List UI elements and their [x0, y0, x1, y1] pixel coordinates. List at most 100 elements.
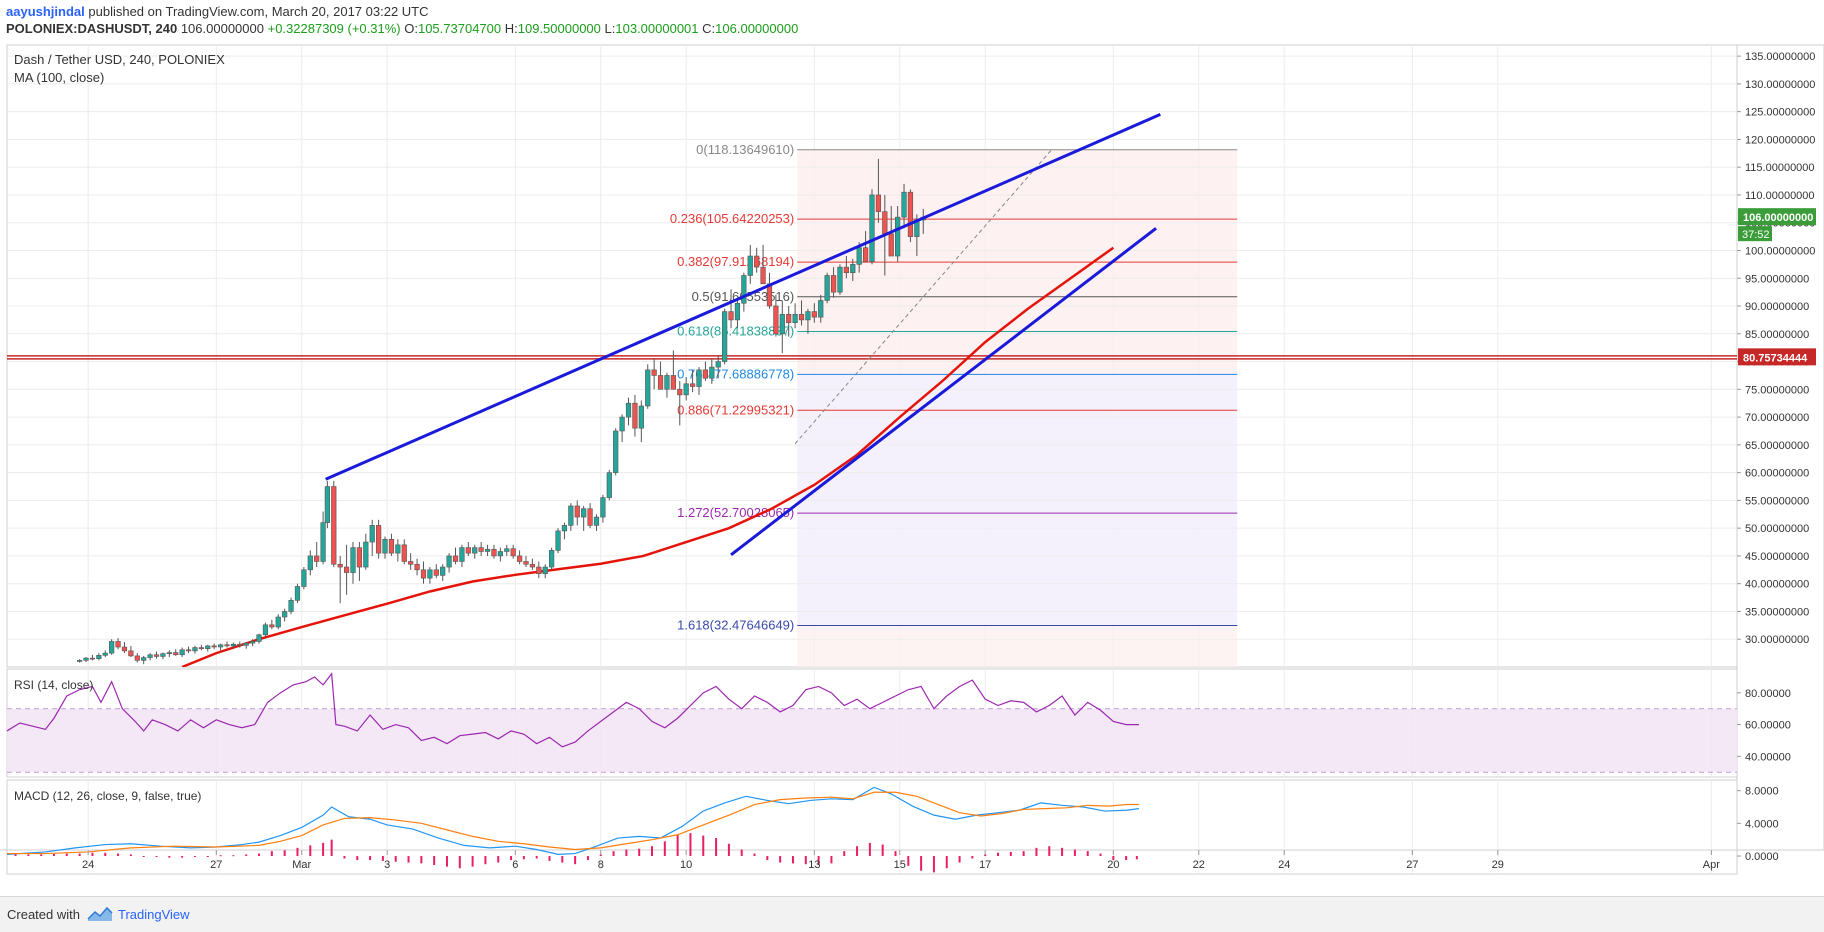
candle-down[interactable]: [128, 650, 134, 657]
candle-down[interactable]: [408, 561, 414, 565]
candle-up[interactable]: [497, 551, 503, 557]
time-tick-label[interactable]: 6: [512, 859, 518, 871]
candle-down[interactable]: [651, 369, 657, 376]
price-tick-label[interactable]: 30.00000000: [1745, 634, 1809, 646]
candle-down[interactable]: [452, 555, 459, 562]
candle-up[interactable]: [593, 516, 600, 526]
time-axis[interactable]: 24 27 Mar 3 6 8 10 13 15 17 20 22 24 27 29 Apr 30.000000…: [82, 51, 1816, 871]
candle-up[interactable]: [83, 657, 89, 661]
candle-down[interactable]: [677, 389, 683, 396]
candle-down[interactable]: [632, 402, 638, 429]
candle-up[interactable]: [147, 654, 153, 658]
candle-up[interactable]: [301, 569, 307, 587]
candle-up[interactable]: [722, 311, 728, 362]
price-tick-label[interactable]: 130.00000000: [1745, 79, 1815, 91]
candle-down[interactable]: [843, 266, 849, 273]
candle-up[interactable]: [307, 555, 313, 571]
candle-down[interactable]: [478, 547, 484, 552]
tradingview-brand-link[interactable]: TradingView: [118, 907, 190, 922]
candle-up[interactable]: [141, 657, 147, 661]
candle-up[interactable]: [395, 544, 401, 554]
price-tick-label[interactable]: 120.00000000: [1745, 134, 1815, 146]
candle-down[interactable]: [798, 314, 805, 321]
candle-up[interactable]: [288, 600, 294, 612]
price-tick-label[interactable]: 65.00000000: [1745, 440, 1809, 452]
candle-down[interactable]: [343, 566, 350, 573]
candle-down[interactable]: [491, 548, 497, 557]
price-tick-label[interactable]: 35.00000000: [1745, 606, 1809, 618]
candle-down[interactable]: [702, 369, 709, 379]
candle-up[interactable]: [217, 644, 224, 648]
price-tick-label[interactable]: 135.00000000: [1745, 51, 1815, 63]
candle-up[interactable]: [262, 624, 269, 636]
price-tick-label[interactable]: 95.00000000: [1745, 273, 1809, 285]
price-tick-label[interactable]: 45.00000000: [1745, 551, 1809, 563]
candle-down[interactable]: [433, 569, 439, 576]
candle-down[interactable]: [510, 548, 516, 557]
candle-up[interactable]: [696, 369, 702, 387]
candle-up[interactable]: [102, 652, 108, 656]
candle-up[interactable]: [818, 300, 824, 318]
time-tick-label[interactable]: 27: [210, 859, 222, 871]
macd-signal-line[interactable]: [7, 791, 1139, 855]
time-tick-label[interactable]: 17: [979, 859, 991, 871]
time-tick-label[interactable]: 3: [384, 859, 390, 871]
candle-down[interactable]: [728, 311, 734, 321]
candle-up[interactable]: [625, 402, 632, 418]
candle-up[interactable]: [850, 264, 856, 273]
candle-down[interactable]: [670, 375, 676, 390]
macd-pane[interactable]: [6, 786, 1140, 873]
candle-up[interactable]: [230, 643, 237, 647]
price-tick-label[interactable]: 50.00000000: [1745, 523, 1809, 535]
candle-up[interactable]: [160, 653, 166, 657]
candle-up[interactable]: [363, 541, 369, 568]
price-tick-label[interactable]: 125.00000000: [1745, 107, 1815, 119]
price-tick-label[interactable]: 115.00000000: [1745, 162, 1815, 174]
candle-down[interactable]: [237, 643, 243, 646]
candle-up[interactable]: [600, 497, 606, 518]
chart-canvas[interactable]: 0(118.13649610) 0.236(105.64220253) 0.382(…: [0, 0, 1824, 896]
candle-up[interactable]: [459, 547, 465, 562]
candle-down[interactable]: [529, 563, 536, 568]
time-tick-label[interactable]: 10: [680, 859, 692, 871]
price-tick-label[interactable]: 55.00000000: [1745, 495, 1809, 507]
fib-anchor-line[interactable]: [794, 149, 1052, 445]
time-tick-label[interactable]: 13: [808, 859, 820, 871]
candle-up[interactable]: [549, 550, 555, 568]
candle-down[interactable]: [875, 194, 882, 212]
main-price-pane[interactable]: 0(118.13649610) 0.236(105.64220253) 0.382(…: [7, 55, 1737, 667]
candle-up[interactable]: [856, 247, 862, 265]
candle-up[interactable]: [324, 486, 330, 523]
author-link[interactable]: aayushjindal: [6, 4, 85, 19]
candle-down[interactable]: [773, 305, 779, 335]
channel-upper-trendline[interactable]: [325, 113, 1161, 481]
candle-down[interactable]: [811, 311, 817, 318]
candle-down[interactable]: [314, 555, 320, 562]
candle-up[interactable]: [294, 586, 301, 601]
time-tick-label[interactable]: Apr: [1703, 859, 1720, 871]
candle-down[interactable]: [331, 486, 337, 565]
time-tick-label[interactable]: 22: [1193, 859, 1205, 871]
candle-up[interactable]: [805, 311, 811, 321]
rsi-title[interactable]: RSI (14, close): [14, 678, 93, 692]
candle-up[interactable]: [166, 652, 172, 654]
candle-down[interactable]: [185, 649, 192, 652]
candle-up[interactable]: [895, 216, 901, 257]
candle-up[interactable]: [734, 302, 741, 321]
candle-up[interactable]: [192, 647, 198, 652]
candle-down[interactable]: [420, 569, 427, 579]
rsi-line[interactable]: [6, 672, 1139, 748]
candle-up[interactable]: [555, 530, 561, 551]
candle-up[interactable]: [256, 634, 262, 642]
price-tick-label[interactable]: 85.00000000: [1745, 329, 1809, 341]
ma-indicator-label[interactable]: MA (100, close): [14, 70, 104, 85]
candle-up[interactable]: [747, 255, 753, 276]
candle-up[interactable]: [606, 472, 612, 498]
candle-up[interactable]: [96, 655, 102, 659]
candle-down[interactable]: [211, 645, 217, 648]
candle-up[interactable]: [446, 555, 452, 568]
candle-down[interactable]: [882, 211, 888, 235]
candle-down[interactable]: [465, 547, 471, 554]
candle-up[interactable]: [472, 547, 478, 554]
candle-down[interactable]: [337, 563, 343, 568]
